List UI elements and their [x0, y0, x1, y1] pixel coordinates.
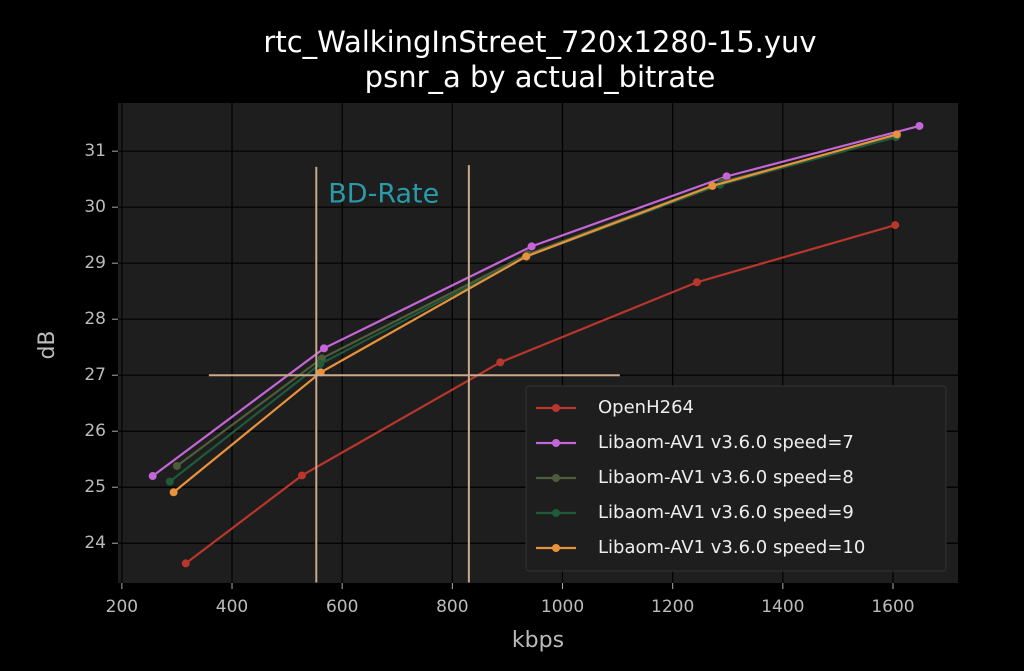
- x-tick-label: 800: [436, 597, 468, 617]
- data-point: [181, 559, 190, 568]
- y-tick-label: 26: [84, 421, 106, 441]
- data-point: [722, 172, 731, 181]
- y-tick-label: 30: [84, 197, 106, 217]
- data-point: [165, 477, 174, 486]
- y-axis-label: dB: [35, 330, 60, 359]
- y-tick-label: 31: [84, 141, 106, 161]
- data-point: [148, 472, 157, 481]
- data-point: [316, 360, 325, 369]
- legend-label: OpenH264: [598, 397, 694, 418]
- legend-marker: [552, 404, 560, 412]
- data-point: [169, 488, 178, 497]
- data-point: [891, 221, 900, 230]
- legend-marker: [552, 474, 560, 482]
- chart-subtitle: psnr_a by actual_bitrate: [365, 60, 716, 94]
- data-point: [496, 358, 505, 367]
- data-point: [692, 278, 701, 287]
- x-tick-label: 600: [326, 597, 358, 617]
- legend-label: Libaom-AV1 v3.6.0 speed=10: [598, 537, 865, 558]
- x-axis-label: kbps: [512, 628, 564, 653]
- y-tick-label: 27: [84, 365, 106, 385]
- data-point: [320, 344, 329, 353]
- legend-marker: [552, 439, 560, 447]
- chart-title: rtc_WalkingInStreet_720x1280-15.yuv: [263, 25, 816, 59]
- y-tick-label: 25: [84, 477, 106, 497]
- y-tick-label: 24: [84, 533, 106, 553]
- legend-label: Libaom-AV1 v3.6.0 speed=9: [598, 502, 854, 523]
- x-tick-label: 1000: [541, 597, 584, 617]
- y-tick-label: 28: [84, 309, 106, 329]
- data-point: [892, 130, 901, 139]
- x-tick-label: 1600: [871, 597, 914, 617]
- legend-label: Libaom-AV1 v3.6.0 speed=8: [598, 467, 854, 488]
- x-tick-label: 200: [106, 597, 138, 617]
- x-tick-label: 1200: [651, 597, 694, 617]
- data-point: [527, 242, 536, 251]
- data-point: [297, 471, 306, 480]
- legend-marker: [552, 544, 560, 552]
- data-point: [708, 181, 717, 190]
- legend-label: Libaom-AV1 v3.6.0 speed=7: [598, 432, 854, 453]
- data-point: [522, 252, 531, 261]
- x-tick-label: 400: [216, 597, 248, 617]
- data-point: [915, 121, 924, 130]
- legend-box: [525, 385, 947, 572]
- annotation-label: BD-Rate: [328, 179, 439, 210]
- x-tick-label: 1400: [761, 597, 804, 617]
- y-tick-label: 29: [84, 253, 106, 273]
- legend-marker: [552, 509, 560, 517]
- data-point: [172, 461, 181, 470]
